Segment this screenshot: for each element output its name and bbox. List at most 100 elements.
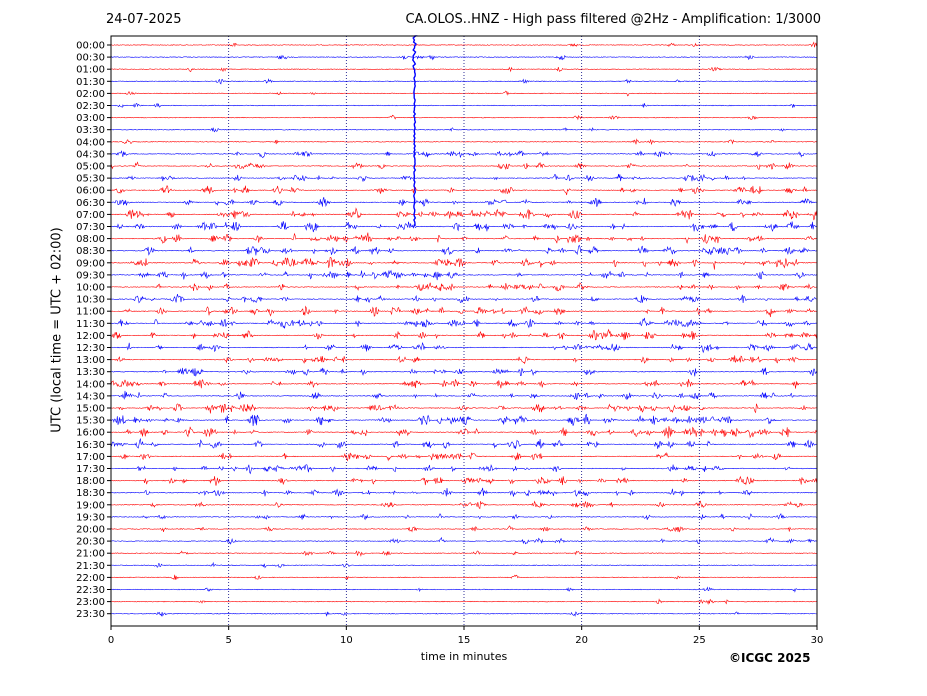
x-tick-label: 15: [458, 635, 471, 646]
y-tick-label: 20:00: [76, 525, 105, 536]
trace-line: [110, 127, 817, 133]
x-tick-label: 30: [811, 635, 824, 646]
x-tick-label: 0: [108, 635, 114, 646]
x-tick-label: 10: [340, 635, 353, 646]
trace-line: [110, 403, 817, 414]
trace-line: [110, 78, 817, 85]
y-tick-label: 09:00: [76, 258, 105, 269]
y-axis-label: UTC (local time = UTC + 02:00): [49, 227, 65, 433]
trace-line: [110, 525, 817, 533]
y-tick-label: 09:30: [76, 270, 105, 281]
y-tick-label: 00:30: [76, 53, 105, 64]
y-tick-label: 10:00: [76, 283, 105, 294]
trace-line: [110, 598, 817, 606]
y-tick-label: 22:00: [76, 573, 105, 584]
y-tick-label: 18:00: [76, 476, 105, 487]
trace-line: [110, 487, 817, 497]
y-tick-label: 23:00: [76, 597, 105, 608]
y-tick-label: 11:00: [76, 307, 105, 318]
seismic-traces: [110, 41, 817, 617]
date-label: 24-07-2025: [106, 12, 182, 27]
trace-line: [110, 500, 817, 510]
trace-line: [110, 390, 817, 401]
y-tick-label: 16:00: [76, 428, 105, 439]
trace-line: [110, 293, 817, 304]
y-tick-label: 01:30: [76, 77, 105, 88]
trace-line: [110, 90, 817, 97]
y-tick-label: 00:00: [76, 41, 105, 52]
y-tick-label: 11:30: [76, 319, 105, 330]
trace-line: [110, 464, 817, 475]
trace-line: [110, 103, 817, 108]
y-tick-label: 21:30: [76, 561, 105, 572]
trace-line: [110, 232, 817, 244]
y-tick-label: 02:30: [76, 101, 105, 112]
trace-line: [110, 452, 817, 462]
trace-line: [110, 54, 817, 61]
y-tick-label: 14:00: [76, 379, 105, 390]
y-tick-label: 16:30: [76, 440, 105, 451]
y-tick-label: 03:00: [76, 113, 105, 124]
trace-line: [110, 561, 817, 569]
y-tick-label: 13:30: [76, 367, 105, 378]
trace-line: [110, 426, 817, 439]
y-tick-label: 10:30: [76, 295, 105, 306]
y-tick-label: 04:00: [76, 137, 105, 148]
trace-line: [110, 536, 817, 545]
trace-line: [110, 342, 817, 354]
trace-line: [110, 282, 817, 292]
trace-line: [110, 173, 817, 182]
trace-line: [110, 378, 817, 389]
trace-line: [110, 367, 817, 377]
y-tick-label: 07:00: [76, 210, 105, 221]
y-tick-label: 14:30: [76, 391, 105, 402]
y-tick-label: 17:30: [76, 464, 105, 475]
y-tick-label: 05:00: [76, 162, 105, 173]
y-tick-label: 19:30: [76, 512, 105, 523]
trace-line: [110, 114, 817, 121]
y-tick-label: 17:00: [76, 452, 105, 463]
seismic-spike: [412, 35, 418, 227]
y-tick-label: 03:30: [76, 125, 105, 136]
trace-line: [110, 185, 817, 196]
trace-line: [110, 150, 817, 159]
trace-line: [110, 207, 817, 221]
x-tick-label: 25: [693, 635, 706, 646]
y-tick-label: 15:30: [76, 416, 105, 427]
copyright-label: ©ICGC 2025: [729, 651, 811, 665]
trace-line: [110, 244, 817, 256]
trace-line: [110, 586, 817, 593]
y-axis-ticks: 00:0000:3001:0001:3002:0002:3003:0003:30…: [76, 41, 111, 620]
trace-line: [110, 355, 817, 365]
trace-line: [110, 437, 817, 450]
y-tick-label: 01:00: [76, 65, 105, 76]
y-tick-label: 06:30: [76, 198, 105, 209]
trace-line: [110, 41, 817, 48]
trace-line: [110, 66, 817, 73]
y-tick-label: 13:00: [76, 355, 105, 366]
y-tick-label: 07:30: [76, 222, 105, 233]
chart-title: CA.OLOS..HNZ - High pass filtered @2Hz -…: [405, 12, 821, 27]
trace-line: [110, 611, 817, 617]
trace-line: [110, 161, 817, 171]
y-tick-label: 20:30: [76, 537, 105, 548]
y-tick-label: 02:00: [76, 89, 105, 100]
spike-trace: [412, 35, 418, 227]
y-tick-label: 15:00: [76, 404, 105, 415]
y-tick-label: 12:00: [76, 331, 105, 342]
x-tick-label: 5: [225, 635, 231, 646]
trace-line: [110, 328, 817, 341]
x-axis-label: time in minutes: [420, 650, 508, 663]
trace-line: [110, 317, 817, 329]
plot-frame: [110, 35, 818, 627]
trace-line: [110, 197, 817, 208]
y-tick-label: 08:30: [76, 246, 105, 257]
y-tick-label: 22:30: [76, 585, 105, 596]
trace-line: [110, 256, 817, 270]
trace-line: [110, 221, 817, 233]
x-axis-ticks: 0 5 10 15 20 25 30: [108, 626, 824, 646]
y-tick-label: 18:30: [76, 488, 105, 499]
vertical-gridlines: [228, 36, 700, 626]
y-tick-label: 23:30: [76, 609, 105, 620]
